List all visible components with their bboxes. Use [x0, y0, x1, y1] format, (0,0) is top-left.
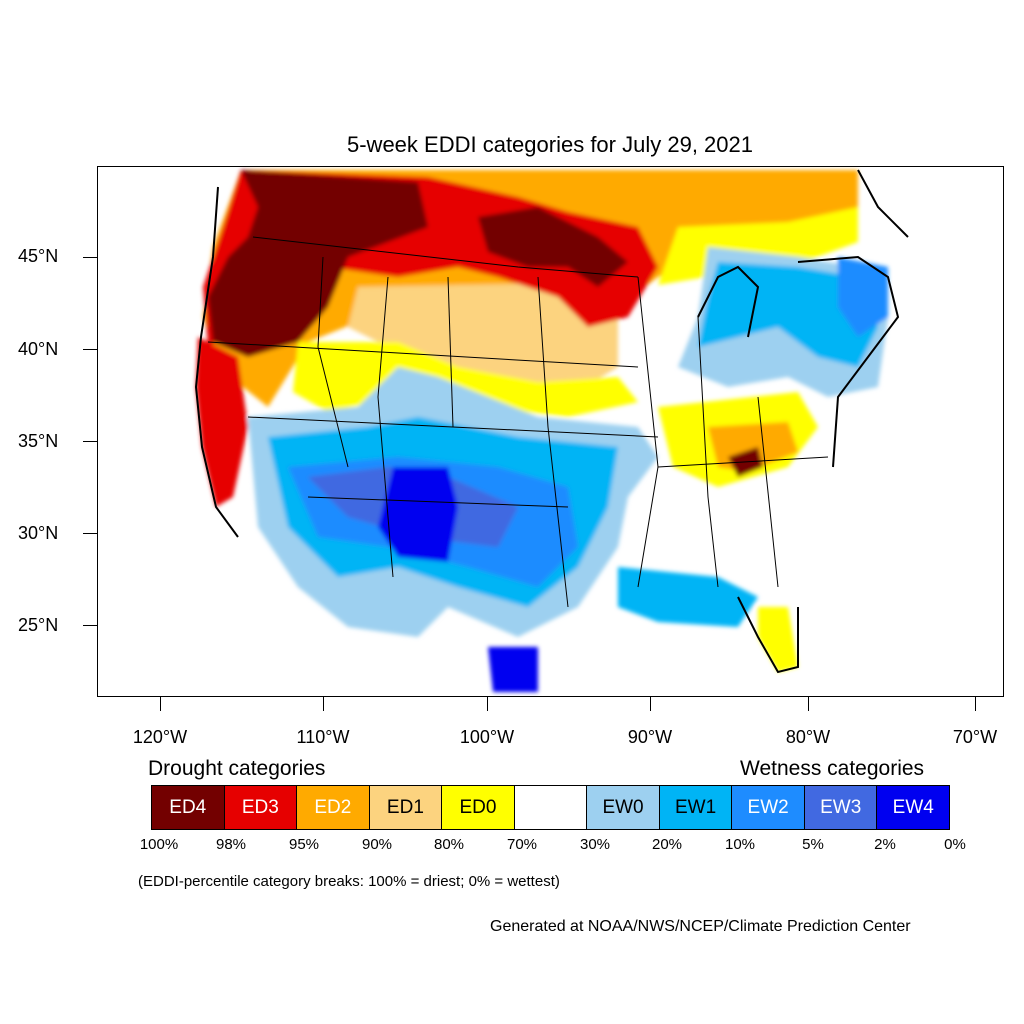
percent-break: 70% [506, 836, 538, 853]
legend-box-ew4: EW4 [877, 786, 950, 829]
wetness-categories-heading: Wetness categories [740, 757, 925, 780]
percent-break: 95% [288, 836, 320, 853]
credit-line: Generated at NOAA/NWS/NCEP/Climate Predi… [490, 918, 911, 935]
legend-box-ed4: ED4 [152, 786, 225, 829]
percent-break: 2% [874, 836, 896, 853]
lon-label-100: 100°W [459, 727, 515, 747]
percent-break: 0% [944, 836, 966, 853]
legend-box-ed1: ED1 [369, 786, 443, 829]
legend-bar: ED4 ED3 ED2 ED1 ED0 EW0 EW1 EW2 EW3 EW4 [151, 785, 950, 830]
percent-break: 100% [139, 836, 179, 853]
region-ed3-coast [196, 337, 248, 507]
lon-label-80: 80°W [785, 727, 831, 747]
legend-box-ew2: EW2 [732, 786, 805, 829]
map-title: 5-week EDDI categories for July 29, 2021 [347, 132, 753, 157]
region-ew1-gulf [618, 567, 758, 627]
region-ew3-texas-coast [488, 647, 538, 692]
lon-label-110: 110°W [296, 727, 350, 747]
state-boundaries [207, 236, 829, 608]
percent-break: 90% [361, 836, 393, 853]
lat-label-25: 25°N [18, 615, 59, 635]
percent-break: 5% [802, 836, 824, 853]
eddi-map [97, 166, 1004, 697]
lat-label-30: 30°N [18, 523, 59, 543]
legend-box-ew0: EW0 [587, 786, 660, 829]
lon-tick [487, 697, 488, 711]
percent-break: 80% [433, 836, 465, 853]
region-ew2-new-england [838, 257, 888, 337]
lat-label-45: 45°N [18, 246, 59, 266]
lon-tick [323, 697, 324, 711]
region-ew4-newmexico [378, 467, 458, 562]
legend-box-normal [514, 786, 588, 829]
legend-box-ed0: ED0 [442, 786, 515, 829]
lat-label-40: 40°N [18, 339, 59, 359]
region-ed1-plains [348, 282, 618, 397]
percent-break: 10% [724, 836, 756, 853]
lon-tick [160, 697, 161, 711]
category-breaks-note: (EDDI-percentile category breaks: 100% =… [138, 873, 560, 890]
region-ew1-great-lakes [698, 262, 878, 367]
lat-tick [83, 441, 97, 442]
lon-tick [650, 697, 651, 711]
coastlines [194, 169, 909, 674]
region-ed4-north-central [478, 207, 628, 287]
legend-box-ew3: EW3 [804, 786, 878, 829]
lon-label-90: 90°W [627, 727, 673, 747]
lat-tick [83, 625, 97, 626]
percent-break: 98% [215, 836, 247, 853]
lat-label-35: 35°N [18, 431, 59, 451]
percent-break: 20% [651, 836, 683, 853]
lon-label-120: 120°W [132, 727, 188, 747]
lat-tick [83, 349, 97, 350]
lon-label-70: 70°W [952, 727, 998, 747]
lon-tick [808, 697, 809, 711]
region-ed0-florida [758, 607, 798, 672]
percent-break: 30% [579, 836, 611, 853]
lat-tick [83, 533, 97, 534]
drought-categories-heading: Drought categories [148, 757, 326, 780]
legend-box-ed2: ED2 [297, 786, 370, 829]
legend-box-ew1: EW1 [659, 786, 733, 829]
legend-box-ed3: ED3 [224, 786, 298, 829]
lon-tick [975, 697, 976, 711]
region-ed4-northwest [208, 170, 428, 357]
lat-tick [83, 257, 97, 258]
map-canvas [194, 169, 909, 692]
